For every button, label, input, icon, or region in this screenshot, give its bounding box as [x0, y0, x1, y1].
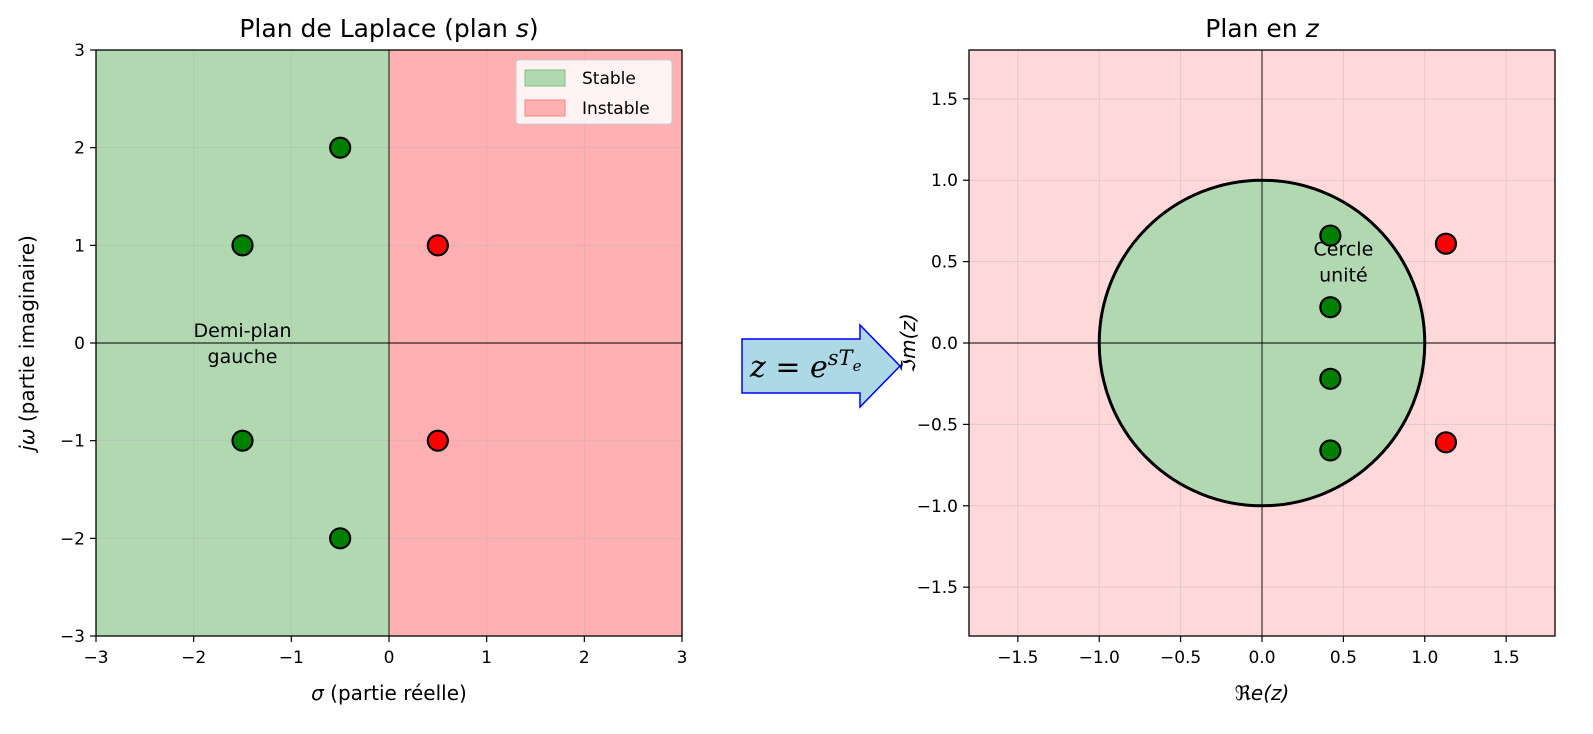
point-instable	[1434, 431, 1458, 454]
annotation-text: unité	[1319, 265, 1368, 287]
plot-area	[969, 50, 1555, 636]
x-tick-label: 2	[579, 648, 590, 668]
annotation-text: Cercle	[1314, 239, 1374, 261]
annotation-text: gauche	[208, 346, 278, 368]
x-tick-label: −0.5	[1160, 648, 1201, 668]
y-tick-label: −2	[60, 529, 85, 549]
arrow-label: z = esTe	[749, 346, 862, 385]
point-stable	[231, 429, 254, 452]
y-tick-label: 2	[74, 139, 85, 159]
legend-swatch-stable	[524, 69, 566, 87]
y-tick-label: −3	[60, 627, 85, 647]
y-tick-label: −1	[60, 432, 85, 452]
legend-label-instable: Instable	[582, 99, 650, 119]
x-axis-label: ℜe(z)	[1235, 681, 1290, 705]
y-tick-label: 1.0	[931, 171, 958, 191]
y-tick-label: −1.5	[917, 578, 958, 598]
x-tick-label: −1.5	[997, 648, 1038, 668]
y-axis-label: jω (partie imaginaire)	[15, 235, 39, 454]
y-tick-label: −1.0	[917, 497, 958, 517]
y-tick-label: 1.5	[931, 90, 958, 110]
x-tick-label: −3	[83, 648, 108, 668]
point-instable	[426, 234, 449, 257]
chart-title: Plan de Laplace (plan s)	[239, 14, 538, 43]
annotation-text: Demi-plan	[194, 320, 292, 342]
x-tick-label: 1.0	[1411, 648, 1438, 668]
y-axis-label: ℑm(z)	[896, 313, 920, 373]
x-tick-label: −2	[181, 648, 206, 668]
x-tick-label: 0.0	[1248, 648, 1275, 668]
point-stable	[329, 136, 352, 159]
y-tick-label: 0	[74, 334, 85, 354]
laplace-plane-chart: Demi-plan gauche −3 −2 −1 0 1 2 3 −3 −2 −1 0 1 2 3 Plan …	[15, 14, 687, 705]
x-tick-label: 0.5	[1330, 648, 1357, 668]
point-stable	[231, 234, 254, 257]
point-stable	[1319, 439, 1342, 462]
z-plane-chart: Cercle unité −1.5 −1.0 −0.5 0.0 0.5 1.0 1.5 −1.5 −…	[896, 14, 1556, 705]
y-tick-label: −0.5	[917, 415, 958, 435]
point-stable	[1319, 367, 1342, 390]
legend-label-stable: Stable	[582, 69, 636, 89]
point-instable	[1434, 232, 1458, 255]
point-stable	[1319, 224, 1342, 247]
arrow-shape	[741, 323, 902, 409]
x-tick-label: 1.5	[1493, 648, 1520, 668]
plot-area	[96, 50, 682, 636]
x-axis-label: σ (partie réelle)	[311, 681, 467, 705]
y-tick-label: 0.0	[931, 334, 958, 354]
x-tick-label: 3	[677, 648, 688, 668]
mapping-arrow: z = esTe	[741, 323, 902, 409]
point-stable	[1319, 296, 1342, 319]
point-instable	[426, 429, 449, 452]
point-stable	[329, 527, 352, 550]
x-tick-label: 0	[384, 648, 395, 668]
chart-title: Plan en z	[1205, 14, 1319, 43]
y-tick-label: 3	[74, 41, 85, 61]
x-tick-label: −1.0	[1079, 648, 1120, 668]
x-tick-label: 1	[481, 648, 492, 668]
x-tick-label: −1	[279, 648, 304, 668]
y-tick-label: 0.5	[931, 253, 958, 273]
y-tick-label: 1	[74, 236, 85, 256]
legend-swatch-instable	[524, 99, 566, 117]
